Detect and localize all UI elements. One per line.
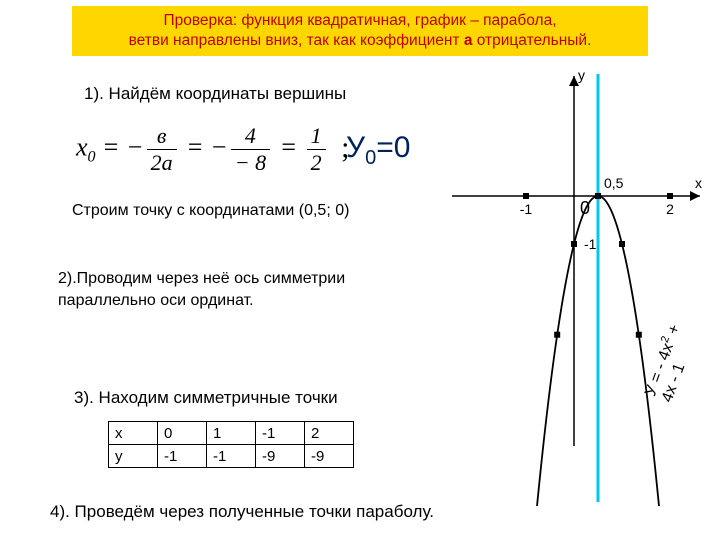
- table-cell: 2: [305, 422, 354, 445]
- formula-minus1: −: [126, 132, 144, 161]
- formula-eq1: =: [96, 132, 127, 161]
- parabola-chart: y x 0 -1 2 -1 0,5: [442, 66, 712, 506]
- svg-text:-1: -1: [520, 201, 533, 217]
- points-table: x 0 1 -1 2 y -1 -1 -9 -9: [108, 421, 354, 468]
- table-cell: -9: [256, 445, 305, 468]
- formula-eq2: =: [180, 132, 211, 161]
- table-cell: -1: [256, 422, 305, 445]
- header-line2-pre: ветви направлены вниз, так как коэффицие…: [129, 32, 464, 49]
- frac2-num: 4: [231, 125, 270, 150]
- step1-build-point: Строим точку с координатами (0,5; 0): [72, 202, 349, 220]
- table-row-y: y -1 -1 -9 -9: [109, 445, 354, 468]
- y0-sub: 0: [365, 147, 376, 169]
- table-cell: y: [109, 445, 158, 468]
- frac3: 12: [304, 125, 329, 174]
- table-cell: -1: [158, 445, 207, 468]
- y0-label: У: [346, 131, 365, 164]
- svg-text:0,5: 0,5: [604, 175, 624, 191]
- step2-text: 2).Проводим через неё ось симметрии пара…: [58, 268, 408, 311]
- step3-text: 3). Находим симметричные точки: [74, 388, 338, 408]
- svg-text:x: x: [695, 175, 702, 191]
- formula-lhs: x: [76, 132, 88, 161]
- table-cell: x: [109, 422, 158, 445]
- frac3-num: 1: [307, 125, 326, 150]
- frac1: в2а: [144, 125, 180, 174]
- frac3-den: 2: [307, 150, 326, 174]
- formula-minus2: −: [210, 132, 228, 161]
- header-line1: Проверка: функция квадратичная, график –…: [163, 12, 556, 29]
- table-cell: 1: [207, 422, 256, 445]
- formula-eq3: =: [273, 132, 304, 161]
- table-cell: 0: [158, 422, 207, 445]
- svg-text:2: 2: [666, 201, 674, 217]
- verification-header: Проверка: функция квадратичная, график –…: [72, 6, 648, 56]
- formula-lhs-sub: 0: [88, 149, 96, 166]
- header-line2-post: отрицательный.: [472, 32, 591, 49]
- svg-text:0: 0: [580, 198, 590, 218]
- table-cell: -9: [305, 445, 354, 468]
- svg-text:-1: -1: [584, 236, 597, 252]
- table-row-x: x 0 1 -1 2: [109, 422, 354, 445]
- frac2: 4− 8: [228, 125, 273, 174]
- frac1-num: в: [147, 125, 177, 150]
- y0-value: У0=0: [346, 131, 410, 170]
- frac2-den: − 8: [231, 150, 270, 174]
- vertex-formula: x0 = −в2а = −4− 8 = 12 ;: [76, 125, 349, 174]
- y0-rest: =0: [376, 131, 410, 164]
- frac1-den: 2а: [147, 150, 177, 174]
- step1-title: 1). Найдём координаты вершины: [84, 84, 346, 104]
- step4-text: 4). Проведём через полученные точки пара…: [50, 502, 434, 522]
- svg-text:y: y: [578, 67, 585, 83]
- table-cell: -1: [207, 445, 256, 468]
